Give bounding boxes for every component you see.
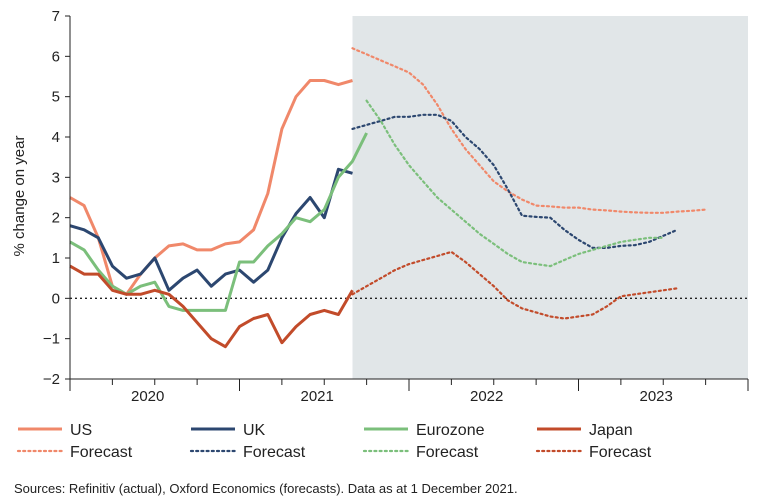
legend-uk-forecast-label: Forecast (243, 444, 306, 461)
series-eurozone-actual-line (69, 132, 368, 312)
source-note: Sources: Refinitiv (actual), Oxford Econ… (14, 481, 518, 496)
x-tick-label: 2021 (301, 388, 334, 405)
y-tick-label: 5 (52, 89, 60, 106)
series-layer (69, 47, 707, 349)
legend: US Forecast UK Forecast Eurozone Forecast Japa… (16, 422, 652, 461)
series-us-actual-line (69, 79, 353, 296)
y-tick-label: 2 (52, 210, 60, 227)
y-tick-label: −1 (43, 331, 60, 348)
legend-eurozone-label: Eurozone (416, 422, 485, 439)
x-tick-label: 2020 (131, 388, 164, 405)
series-uk-forecast-line (351, 113, 679, 249)
y-tick-label: 3 (52, 169, 60, 186)
y-tick-label: 4 (52, 129, 60, 146)
legend-us-forecast-label: Forecast (70, 444, 133, 461)
series-japan-actual-line (69, 264, 354, 349)
y-tick-label: 1 (52, 250, 60, 267)
y-axis-ticks: −2 −1 0 1 2 3 4 5 6 7 (43, 8, 70, 388)
y-tick-label: 0 (52, 290, 60, 307)
x-tick-label: 2023 (640, 388, 673, 405)
legend-us-label: US (70, 422, 92, 439)
y-tick-label: 6 (52, 48, 60, 65)
series-japan-forecast-line (351, 250, 679, 320)
x-tick-label: 2022 (470, 388, 503, 405)
x-axis-ticks: 2020 2021 2022 2023 (69, 379, 749, 405)
y-axis-title: % change on year (11, 136, 28, 257)
y-tick-label: −2 (43, 371, 60, 388)
series-us-forecast-line (351, 47, 707, 214)
legend-eurozone-forecast-label: Forecast (416, 444, 479, 461)
series-uk-actual-line (69, 167, 353, 292)
legend-uk-label: UK (243, 422, 266, 439)
series-eurozone-forecast-line (365, 99, 665, 268)
legend-japan-forecast-label: Forecast (589, 444, 652, 461)
forecast-shading (352, 16, 748, 379)
y-tick-label: 7 (52, 8, 60, 25)
legend-japan-label: Japan (589, 422, 633, 439)
